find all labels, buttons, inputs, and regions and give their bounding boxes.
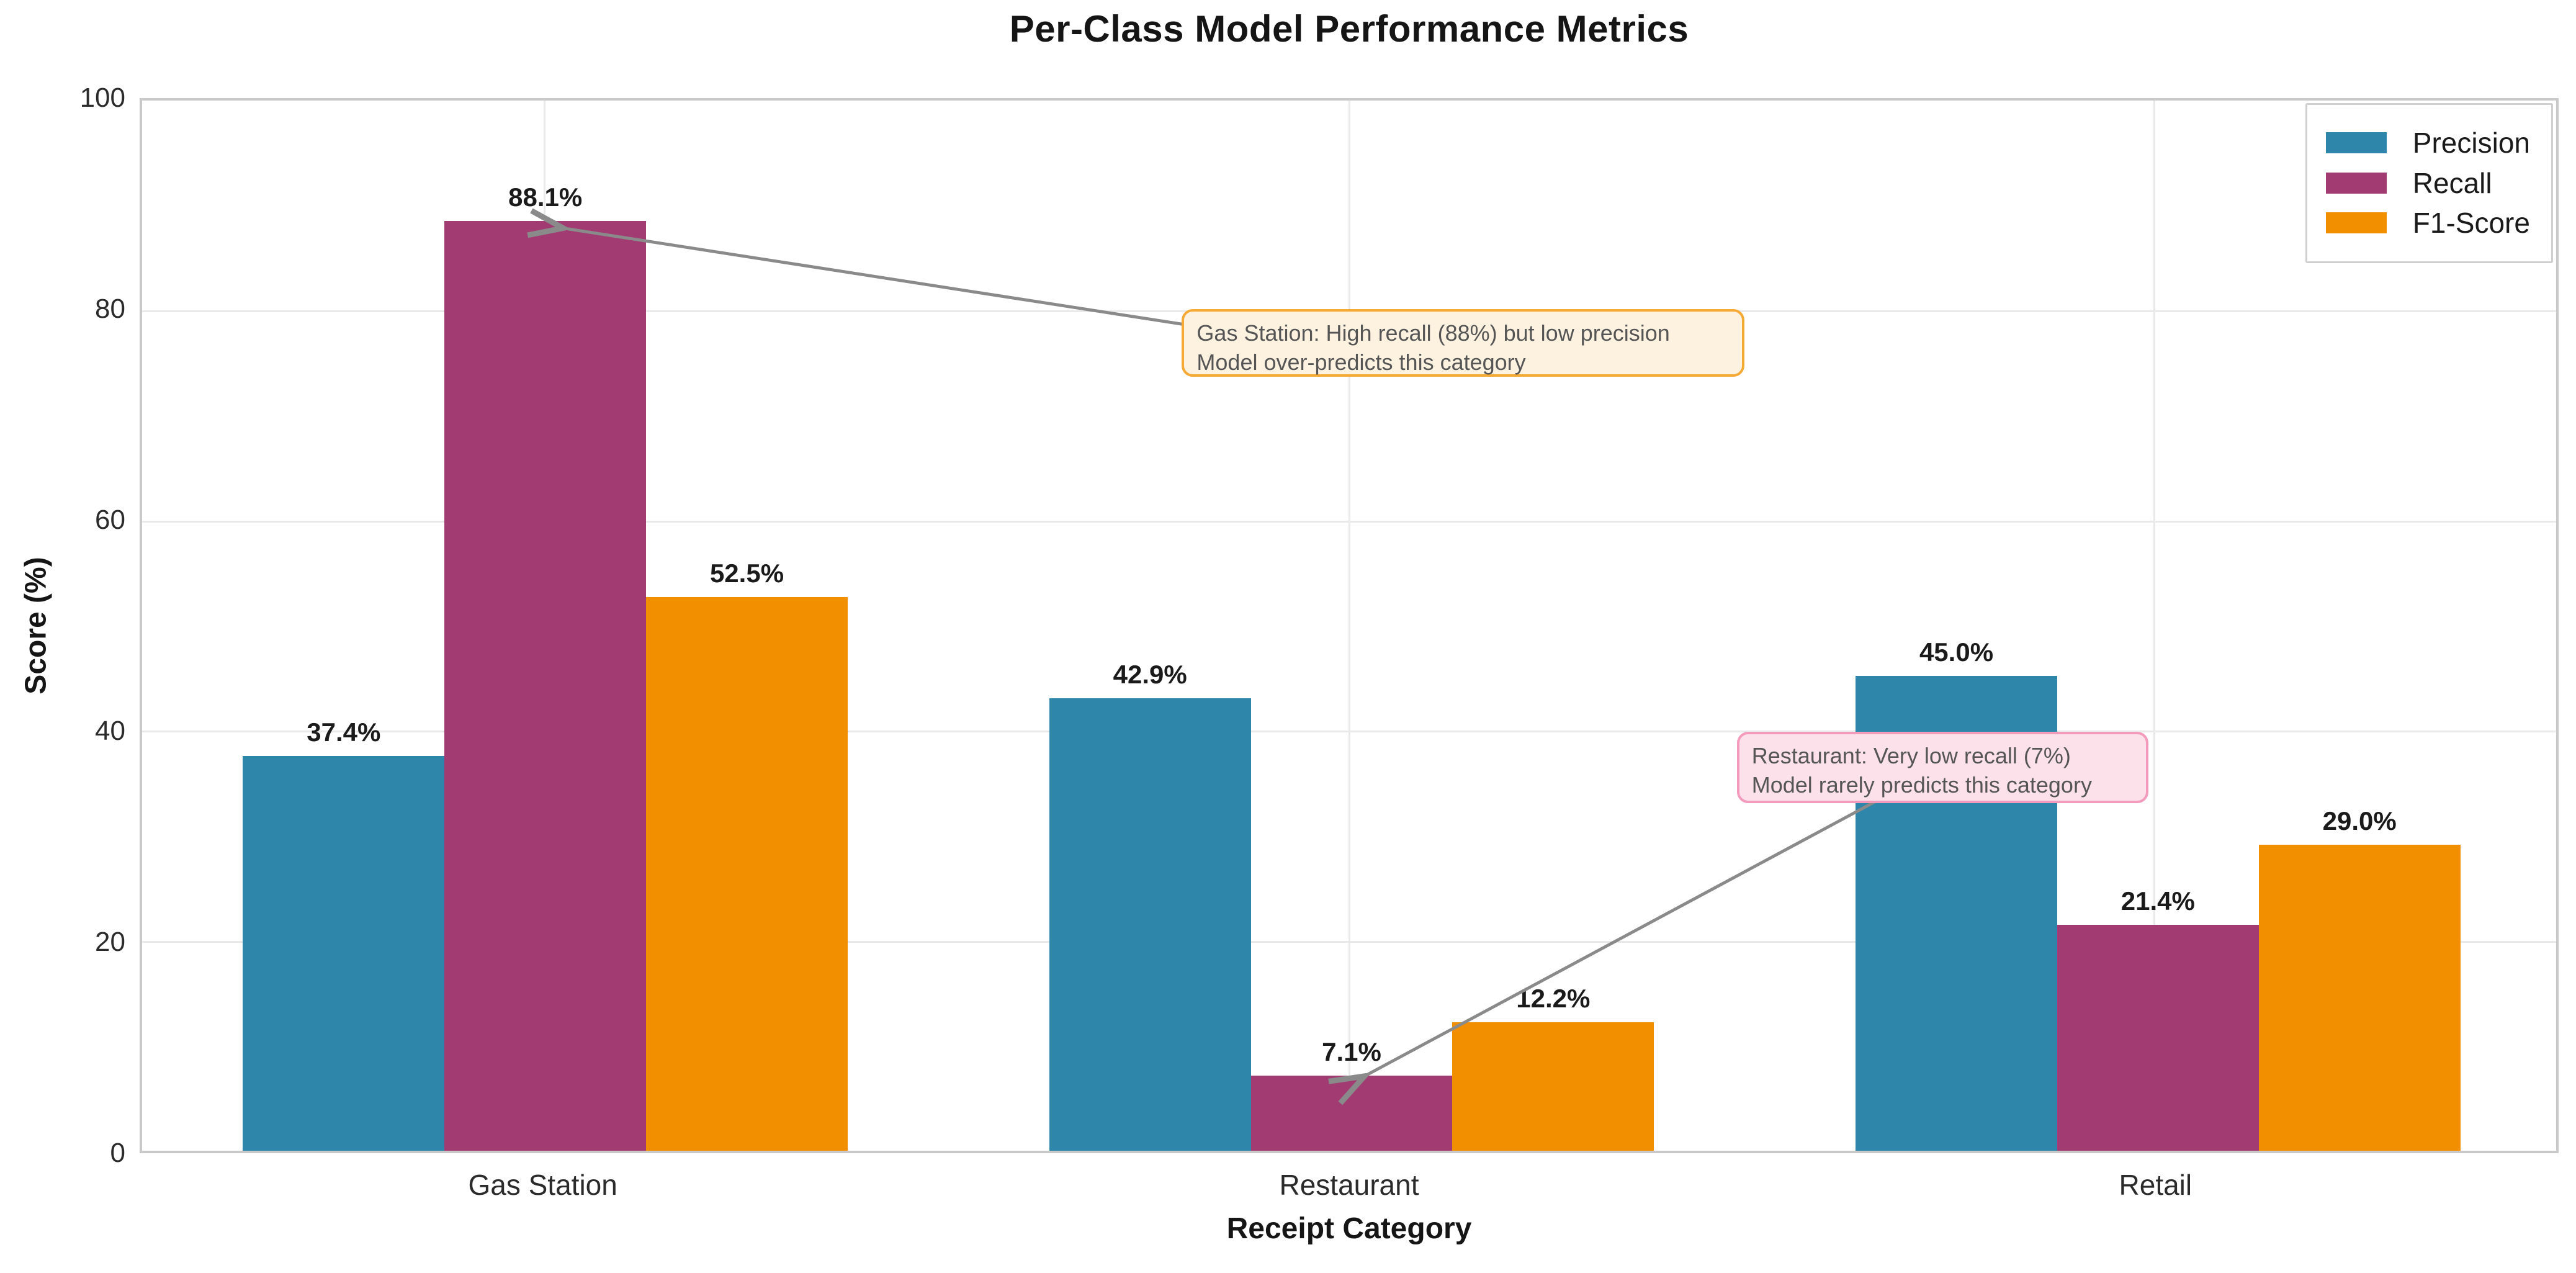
y-tick-label: 20: [95, 927, 125, 957]
x-tick-label: Retail: [2119, 1169, 2192, 1201]
bar-value-label: 37.4%: [307, 717, 381, 747]
annotation-text-line: Model rarely predicts this category: [1751, 772, 2092, 798]
annotation-box-1: Gas Station: High recall (88%) but low p…: [1182, 309, 1744, 377]
y-tick-label: 100: [79, 83, 125, 113]
bar-precision-restaurant: [1049, 698, 1251, 1151]
legend-row-precision: Precision: [2325, 127, 2530, 159]
plot-area: 37.4% 42.9% 45.0% 88.1% 7.1% 21.4% 52.5% 12.2% 2…: [140, 98, 2559, 1153]
annotation-text-line: Model over-predicts this category: [1196, 349, 1526, 376]
legend-label: F1-Score: [2412, 207, 2530, 240]
x-tick-label: Restaurant: [1279, 1169, 1419, 1201]
bar-value-label: 7.1%: [1322, 1037, 1381, 1067]
chart-title: Per-Class Model Performance Metrics: [1009, 8, 1689, 50]
y-tick-label: 40: [95, 716, 125, 746]
annotation-text-line: Gas Station: High recall (88%) but low p…: [1196, 320, 1670, 346]
legend-row-recall: Recall: [2325, 166, 2530, 199]
bar-recall-retail: [2057, 925, 2259, 1151]
y-axis-title: Score (%): [19, 557, 53, 695]
x-axis-title: Receipt Category: [1226, 1212, 1472, 1245]
annotation-arrow-layer: [142, 101, 1877, 1151]
bar-recall-gas-station: [444, 221, 647, 1151]
annotation-text-line: Restaurant: Very low recall (7%): [1751, 743, 2071, 769]
y-tick-label: 60: [95, 505, 125, 535]
legend: Precision Recall F1-Score: [2305, 103, 2553, 263]
bar-value-label: 21.4%: [2120, 886, 2195, 916]
legend-swatch-precision: [2325, 132, 2387, 154]
legend-swatch-recall: [2325, 172, 2387, 194]
bar-value-label: 88.1%: [508, 182, 583, 212]
y-tick-label: 80: [95, 294, 125, 324]
bar-value-label: 42.9%: [1113, 659, 1187, 689]
y-tick-label: 0: [110, 1138, 125, 1168]
x-gridline: [1349, 101, 1350, 1151]
bar-f1-score-retail: [2258, 845, 2461, 1151]
x-gridline: [2153, 101, 2155, 1151]
legend-row-f1-score: F1-Score: [2325, 207, 2530, 240]
bar-value-label: 52.5%: [709, 558, 784, 588]
legend-swatch-f1-score: [2325, 212, 2387, 234]
bar-precision-gas-station: [243, 756, 445, 1151]
bar-value-label: 29.0%: [2322, 806, 2397, 835]
x-tick-label: Gas Station: [468, 1169, 617, 1201]
legend-label: Recall: [2412, 166, 2492, 199]
legend-label: Precision: [2412, 127, 2530, 159]
annotation-arrow: [557, 227, 1182, 326]
bar-value-label: 45.0%: [1919, 637, 1994, 667]
annotation-arrow: [1359, 799, 1877, 1079]
bar-f1-score-restaurant: [1452, 1022, 1654, 1151]
bar-f1-score-gas-station: [646, 596, 848, 1151]
annotation-box-2: Restaurant: Very low recall (7%) Model ra…: [1736, 732, 2149, 803]
